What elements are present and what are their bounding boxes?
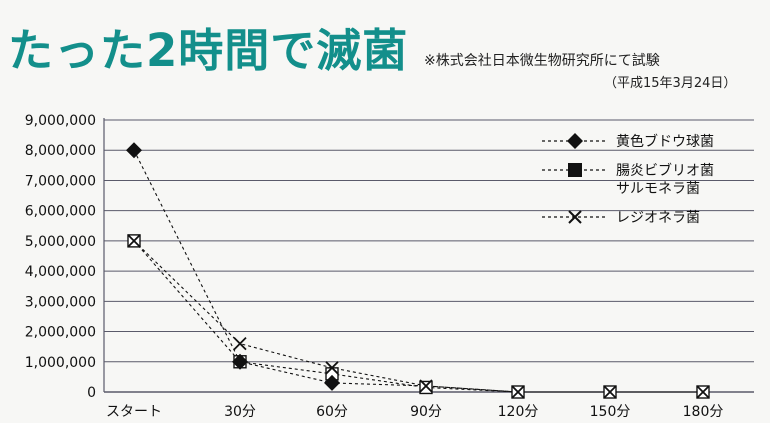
data-point-cross [696,385,710,399]
series-line-2 [133,240,703,393]
data-point-cross [603,385,617,399]
test-note: ※株式会社日本微生物研究所にて試験 [424,53,660,69]
x-tick-label: 180分 [683,404,724,420]
data-point-cross [511,385,525,399]
legend-label: レジオネラ菌 [616,210,700,226]
x-tick-label: スタート [106,404,162,420]
test-date: （平成15年3月24日） [604,76,737,91]
y-tick-label: 8,000,000 [25,143,96,159]
y-tick-label: 3,000,000 [25,294,96,310]
legend-label: 黄色ブドウ球菌 [616,134,714,150]
legend-item-vibrio-salmonella: 腸炎ビブリオ菌 サルモネラ菌 [540,161,714,198]
x-tick-label: 60分 [316,404,348,420]
square-marker-icon [542,163,608,177]
y-tick-label: 5,000,000 [25,234,96,250]
cross-marker-icon [542,210,608,224]
data-point-cross [419,379,433,393]
y-tick-label: 9,000,000 [25,113,96,129]
x-tick-label: 150分 [590,404,631,420]
chart-legend: 黄色ブドウ球菌 腸炎ビブリオ菌 サルモネラ菌 レジオネラ菌 [540,132,714,237]
data-point-square [419,380,433,395]
data-point-diamond [324,374,340,391]
x-tick-label: 120分 [498,404,539,420]
data-point-cross [233,337,247,351]
diamond-marker-icon [542,133,608,149]
y-tick-label: 4,000,000 [25,264,96,280]
series-line-3 [133,240,703,393]
x-tick-label: 30分 [224,404,256,420]
data-point-diamond [126,142,142,159]
page-title: たった2時間で滅菌 [8,24,409,77]
y-tick-label: 6,000,000 [25,204,96,220]
x-tick-label: 90分 [410,404,442,420]
y-tick-label: 2,000,000 [25,325,96,341]
data-point-cross [325,361,339,375]
data-point-diamond [232,353,248,370]
data-point-cross [127,234,141,248]
legend-item-legionella: レジオネラ菌 [540,208,714,227]
y-tick-label: 1,000,000 [25,355,96,371]
legend-label: 腸炎ビブリオ菌 サルモネラ菌 [616,163,714,197]
legend-item-staph: 黄色ブドウ球菌 [540,132,714,151]
y-tick-label: 0 [87,385,96,401]
y-tick-label: 7,000,000 [25,173,96,189]
